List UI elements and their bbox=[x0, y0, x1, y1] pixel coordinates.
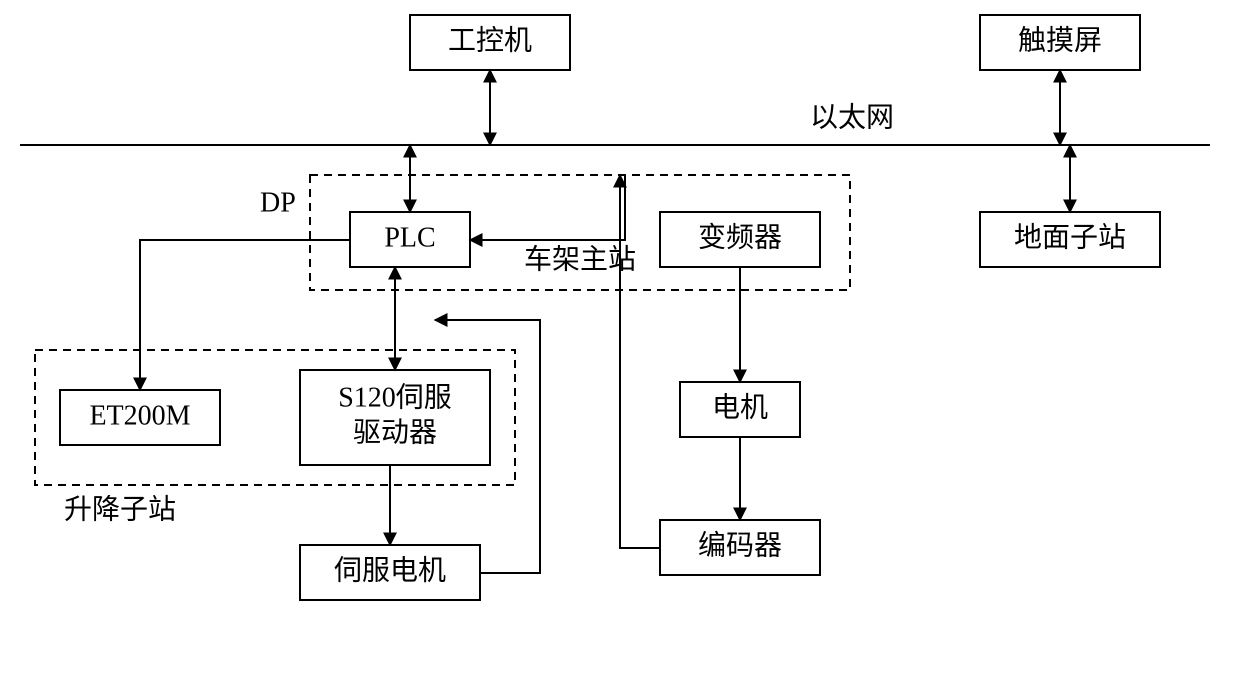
node-motor: 电机 bbox=[680, 382, 800, 437]
node-s120-servo-driver: S120伺服 驱动器 bbox=[300, 370, 490, 465]
svg-text:触摸屏: 触摸屏 bbox=[1018, 24, 1102, 56]
node-plc: PLC bbox=[350, 212, 470, 267]
dp-label: DP bbox=[260, 187, 296, 218]
node-et200m: ET200M bbox=[60, 390, 220, 445]
svg-text:电机: 电机 bbox=[712, 391, 768, 423]
svg-text:地面子站: 地面子站 bbox=[1014, 221, 1126, 253]
edge-plc-et200m bbox=[140, 240, 350, 390]
svg-text:变频器: 变频器 bbox=[698, 221, 782, 253]
node-inverter: 变频器 bbox=[660, 212, 820, 267]
svg-text:S120伺服: S120伺服 bbox=[338, 381, 452, 413]
ethernet-label: 以太网 bbox=[810, 101, 894, 133]
svg-text:PLC: PLC bbox=[384, 222, 435, 253]
edge-inverter-plc bbox=[470, 175, 625, 240]
node-ipc: 工控机 bbox=[410, 15, 570, 70]
group-lift-station-label: 升降子站 bbox=[64, 493, 176, 525]
svg-text:工控机: 工控机 bbox=[448, 24, 532, 56]
node-servo-motor: 伺服电机 bbox=[300, 545, 480, 600]
svg-text:驱动器: 驱动器 bbox=[353, 417, 437, 448]
svg-text:ET200M: ET200M bbox=[89, 400, 190, 431]
svg-text:伺服电机: 伺服电机 bbox=[334, 554, 446, 586]
node-ground-substation: 地面子站 bbox=[980, 212, 1160, 267]
system-diagram: 以太网 工控机 触摸屏 车架主站 PLC 变频器 地面子站 升降子站 ET200… bbox=[0, 0, 1240, 676]
svg-text:编码器: 编码器 bbox=[698, 529, 782, 561]
node-touchscreen: 触摸屏 bbox=[980, 15, 1140, 70]
node-encoder: 编码器 bbox=[660, 520, 820, 575]
